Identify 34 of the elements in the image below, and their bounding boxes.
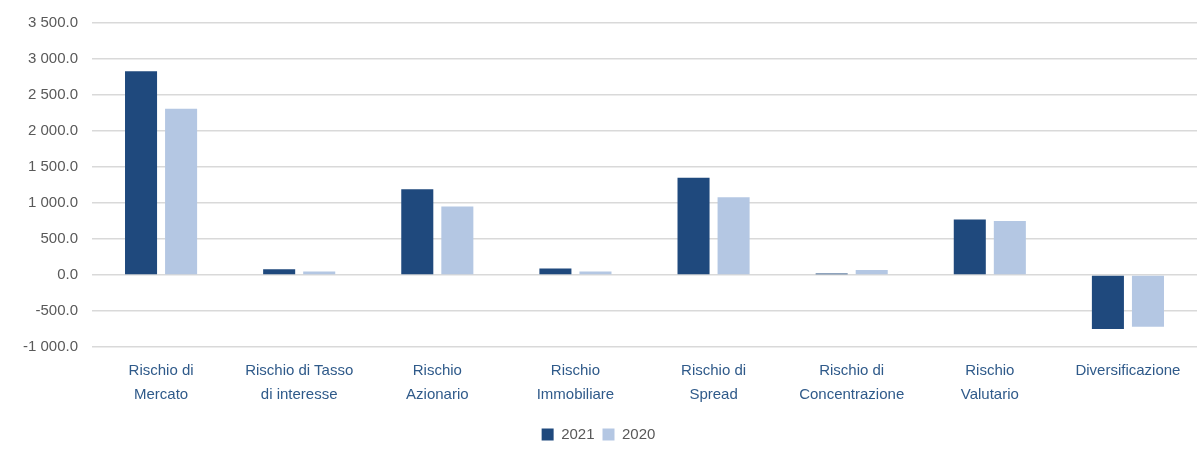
bar <box>855 269 888 275</box>
y-tick-label: 3 000.0 <box>27 49 78 67</box>
y-tick-label: 1 000.0 <box>27 193 78 211</box>
bar <box>401 189 434 275</box>
y-tick-label: 2 000.0 <box>27 121 78 139</box>
bar <box>579 271 612 275</box>
y-tick-label: 2 500.0 <box>27 85 78 103</box>
y-tick-label: 0.0 <box>57 265 78 283</box>
x-tick-label: Rischio di Spread <box>681 361 747 403</box>
bar <box>125 71 158 275</box>
bar <box>165 108 198 275</box>
y-tick-label: -1 000.0 <box>22 337 78 355</box>
y-tick-label: 500.0 <box>40 229 78 247</box>
y-tick-label: -500.0 <box>35 301 78 319</box>
x-tick-label: Rischio di Concentrazione <box>799 361 905 403</box>
x-tick-label: Rischio Valutario <box>960 361 1019 403</box>
x-tick-label: Rischio Immobiliare <box>536 361 615 403</box>
bar <box>953 219 986 275</box>
bar <box>1091 275 1124 329</box>
y-tick-label: 3 500.0 <box>27 13 78 31</box>
legend-label: 2020 <box>622 424 656 442</box>
x-tick-label: Rischio Azionario <box>406 361 469 403</box>
bar <box>677 177 710 275</box>
y-tick-label: 1 500.0 <box>27 157 78 175</box>
legend-label: 2021 <box>561 424 595 442</box>
bar <box>1131 275 1164 327</box>
bar <box>441 206 474 275</box>
bar <box>993 221 1026 275</box>
bar <box>717 197 750 275</box>
x-tick-label: Rischio di Mercato <box>128 361 194 403</box>
x-tick-label: Diversificazione <box>1075 361 1181 379</box>
bar <box>303 271 336 275</box>
x-tick-label: Rischio di Tasso di interesse <box>245 361 354 403</box>
bar <box>263 269 296 275</box>
